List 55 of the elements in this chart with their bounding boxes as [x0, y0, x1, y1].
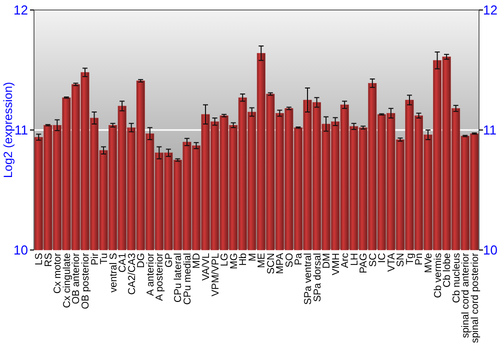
y2-tick-label: 11	[483, 122, 496, 138]
x-tick-label: spinal cord posterior	[470, 252, 481, 344]
x-tick-label: OB posterior	[80, 252, 92, 310]
x-tick-label: Pa	[294, 252, 305, 266]
x-tick-label: CA2/CA3	[126, 252, 138, 295]
x-tick-label: Arc	[340, 253, 352, 268]
x-tick-label: CPu lateral	[173, 253, 184, 302]
x-tick-label: SPa dorsal	[312, 253, 324, 302]
y2-tick-label: 10	[483, 242, 498, 258]
x-tick-label: SN	[396, 253, 407, 267]
x-tick-label: Hb	[238, 252, 250, 266]
x-tick-label: VTA	[386, 252, 398, 272]
x-tick-label: Pn	[414, 253, 426, 266]
x-tick-label: DM	[322, 253, 333, 269]
x-tick-label: ventral S	[108, 252, 120, 292]
x-tick-label: SCN	[266, 253, 277, 274]
x-tick-label: OB anterior	[71, 252, 82, 304]
x-tick-label: Cb lobe	[442, 252, 454, 288]
x-tick-label: DG	[136, 252, 148, 268]
x-tick-label: spinal cord anterior	[460, 252, 472, 338]
x-tick-label: RS	[43, 252, 54, 267]
x-tick-label: CA1	[118, 252, 129, 272]
y2-tick-label: 12	[483, 2, 498, 18]
x-tick-label: VPM/VPL	[210, 252, 222, 296]
x-tick-label: PAG	[358, 252, 370, 274]
x-tick-label: Cb vermis	[432, 253, 444, 298]
x-tick-label: IC	[377, 253, 388, 263]
x-tick-label: MVe	[424, 252, 435, 274]
x-tick-label: CPu medial	[182, 253, 194, 305]
x-tick-label: Tg	[404, 253, 416, 265]
x-tick-label: VA/VL	[201, 252, 212, 281]
x-tick-label: A posterior	[154, 252, 166, 301]
x-tick-label: Tu	[99, 253, 110, 264]
y-tick-label: 12	[14, 2, 28, 18]
x-tick-label: ME	[256, 252, 268, 268]
x-tick-label: Cx cingulate	[62, 252, 73, 308]
x-tick-label: LS	[34, 252, 46, 266]
x-tick-label: VMH	[330, 253, 342, 276]
x-tick-label: M	[247, 253, 258, 262]
x-tick-label: SC	[368, 253, 379, 267]
x-tick-label: SO	[284, 252, 296, 268]
y-tick-label: 11	[14, 122, 28, 138]
x-tick-label: Cb nucleus	[451, 253, 462, 304]
x-tick-label: SPa ventral	[302, 253, 314, 305]
x-tick-label: A anterior	[145, 252, 156, 296]
x-tick-label: MD	[192, 253, 203, 269]
x-tick-label: MPA	[275, 252, 286, 274]
x-tick-label: GP	[164, 252, 175, 268]
x-tick-label: Pir	[90, 252, 101, 266]
x-tick-label: LH	[349, 253, 360, 266]
y-tick-label: 10	[14, 242, 28, 258]
x-tick-label: MG	[228, 252, 240, 270]
y-axis-title: Log2 (expression)	[1, 82, 15, 178]
x-tick-label: LG	[220, 252, 231, 266]
x-tick-label: Cx motor	[52, 252, 64, 294]
